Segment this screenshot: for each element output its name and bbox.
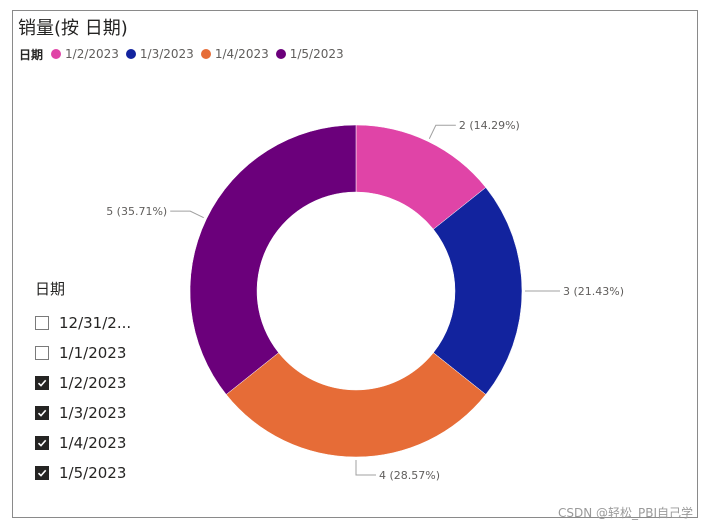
legend-swatch [51,49,62,59]
legend-swatch [125,49,136,59]
slicer-checkbox[interactable] [35,376,49,390]
legend-swatch [200,49,211,59]
slicer-item[interactable]: 1/3/2023 [35,398,145,428]
slicer-item-label: 1/3/2023 [59,404,127,422]
legend-label: 1/3/2023 [139,47,194,61]
slicer-checkbox[interactable] [35,346,49,360]
legend-item[interactable]: 1/3/2023 [125,47,194,61]
data-label: 2 (14.29%) [459,119,520,132]
leader-line [170,210,204,219]
slicer-item-label: 1/4/2023 [59,434,127,452]
slicer-item-label: 1/1/2023 [59,344,127,362]
data-label: 5 (35.71%) [106,205,167,218]
slicer-item[interactable]: 1/4/2023 [35,428,145,458]
legend-title: 日期 [19,47,44,62]
legend-item[interactable]: 1/2/2023 [51,47,119,61]
data-label: 3 (21.43%) [563,285,624,298]
chart-title: 销量(按 日期) [18,18,128,39]
slicer-checkbox[interactable] [35,436,49,450]
leader-line [428,124,456,139]
slicer-checkbox[interactable] [35,316,49,330]
slicer-item-label: 1/2/2023 [59,374,127,392]
slicer-item[interactable]: 1/1/2023 [35,338,145,368]
chart-legend: 日期 1/2/2023 1/3/2023 1/4/2023 1/5/2023 [19,45,351,63]
legend-swatch [275,49,286,59]
slicer-checkbox[interactable] [35,466,49,480]
slicer-item[interactable]: 1/5/2023 [35,458,145,488]
data-label: 4 (28.57%) [379,469,440,482]
watermark: CSDN @轻松_PBI自己学 [557,506,693,520]
slicer-checkbox[interactable] [35,406,49,420]
legend-label: 1/2/2023 [65,47,119,61]
leader-line [355,460,376,476]
slicer-item-label: 1/5/2023 [59,464,127,482]
legend-item[interactable]: 1/5/2023 [275,47,344,61]
donut-slice[interactable] [225,352,487,458]
slicer-item[interactable]: 12/31/2... [35,308,145,338]
slicer-item-label: 12/31/2... [59,314,132,332]
legend-label: 1/4/2023 [214,47,269,61]
date-slicer: 日期 12/31/2... 1/1/2023 1/2/2023 1/3/2023… [35,278,145,488]
donut-slice[interactable] [189,124,357,395]
legend-item[interactable]: 1/4/2023 [200,47,269,61]
slicer-item[interactable]: 1/2/2023 [35,368,145,398]
slicer-title: 日期 [35,280,66,298]
legend-label: 1/5/2023 [289,47,344,61]
